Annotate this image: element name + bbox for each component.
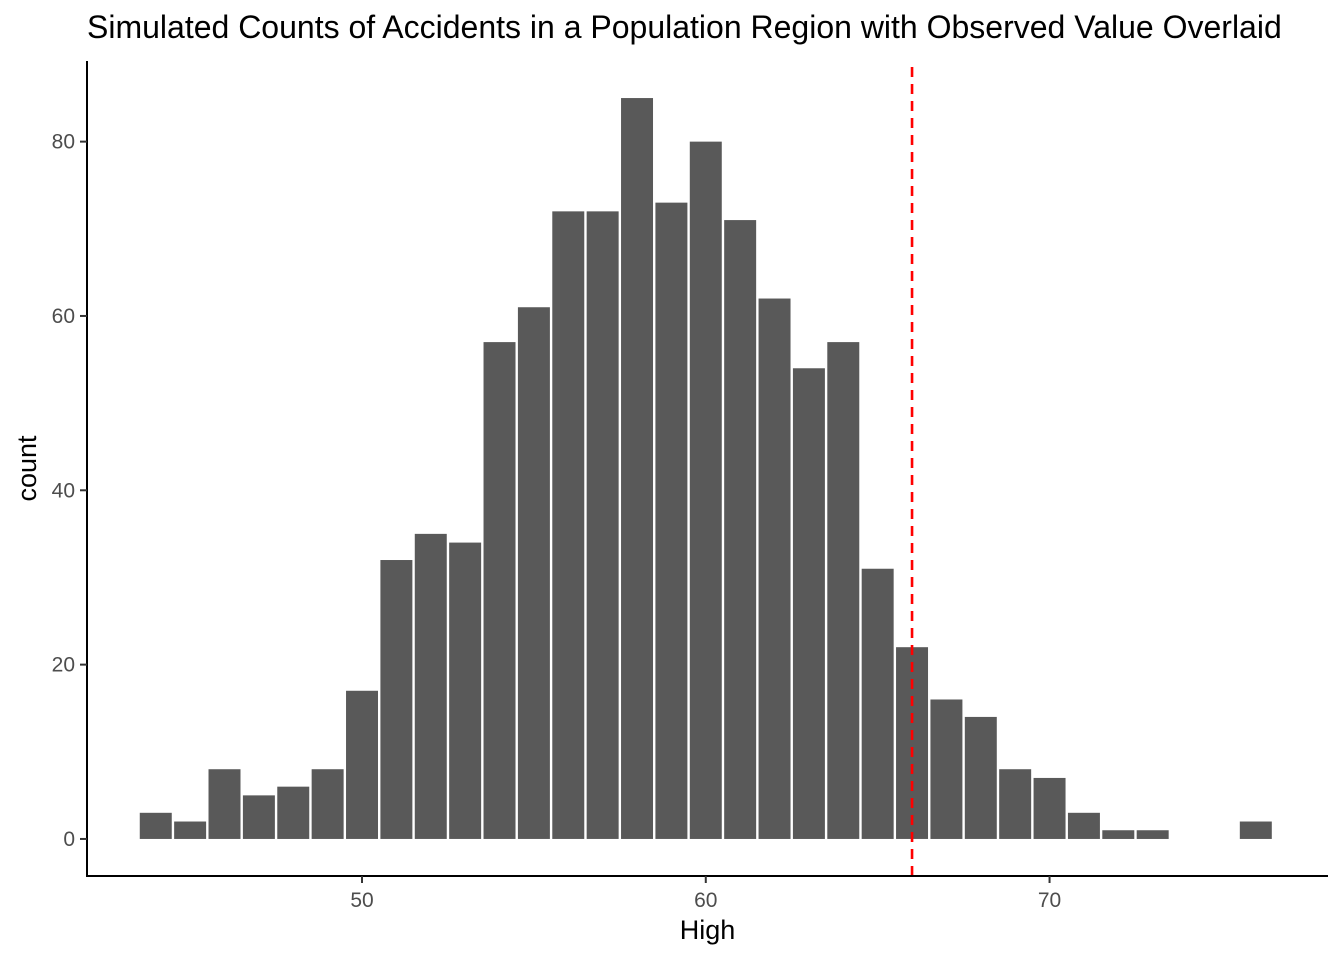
- x-tick-label: 60: [694, 889, 717, 912]
- histogram-bar: [758, 298, 791, 839]
- histogram-bar: [1239, 821, 1272, 839]
- histogram-bar: [449, 542, 482, 839]
- histogram-bar: [311, 769, 344, 839]
- y-ticks: 0 20 40 60 80: [52, 131, 87, 851]
- histogram-bar: [621, 98, 654, 839]
- x-tick-label: 70: [1038, 889, 1061, 912]
- x-ticks: 50 60 70: [350, 876, 1061, 912]
- histogram-bar: [1033, 777, 1066, 839]
- y-tick-label: 40: [52, 479, 75, 502]
- histogram-bar: [964, 716, 997, 839]
- histogram-bar: [999, 769, 1032, 839]
- histogram-bar: [586, 211, 619, 839]
- histogram-bar: [1067, 812, 1100, 839]
- histogram-bar: [689, 141, 722, 839]
- axes-layer: [86, 61, 1328, 877]
- histogram-bar: [483, 342, 516, 839]
- y-tick-label: 80: [52, 131, 75, 154]
- histogram-bar: [724, 220, 757, 839]
- histogram-bar: [242, 795, 275, 839]
- y-tick-label: 60: [52, 305, 75, 328]
- x-axis-title: High: [680, 915, 736, 945]
- histogram-bar: [930, 699, 963, 839]
- y-tick-label: 0: [63, 828, 75, 851]
- histogram-bar: [414, 533, 447, 839]
- histogram-bar: [174, 821, 207, 839]
- histogram-bar: [552, 211, 585, 839]
- histogram-bar: [896, 647, 929, 839]
- y-tick-label: 20: [52, 654, 75, 677]
- bars-layer: [139, 98, 1272, 839]
- histogram-bar: [139, 812, 172, 839]
- y-axis-title: count: [12, 435, 42, 502]
- chart-title: Simulated Counts of Accidents in a Popul…: [87, 9, 1282, 45]
- histogram-bar: [827, 342, 860, 839]
- histogram-bar: [517, 307, 550, 839]
- histogram-bar: [861, 568, 894, 839]
- histogram-bar: [1136, 830, 1169, 839]
- histogram-bar: [380, 560, 413, 839]
- histogram-bar: [792, 368, 825, 839]
- histogram-bar: [346, 690, 379, 839]
- histogram-bar: [655, 202, 688, 839]
- histogram-bar: [1102, 830, 1135, 839]
- histogram-bar: [208, 769, 241, 839]
- x-tick-label: 50: [350, 889, 373, 912]
- histogram-bar: [277, 786, 310, 839]
